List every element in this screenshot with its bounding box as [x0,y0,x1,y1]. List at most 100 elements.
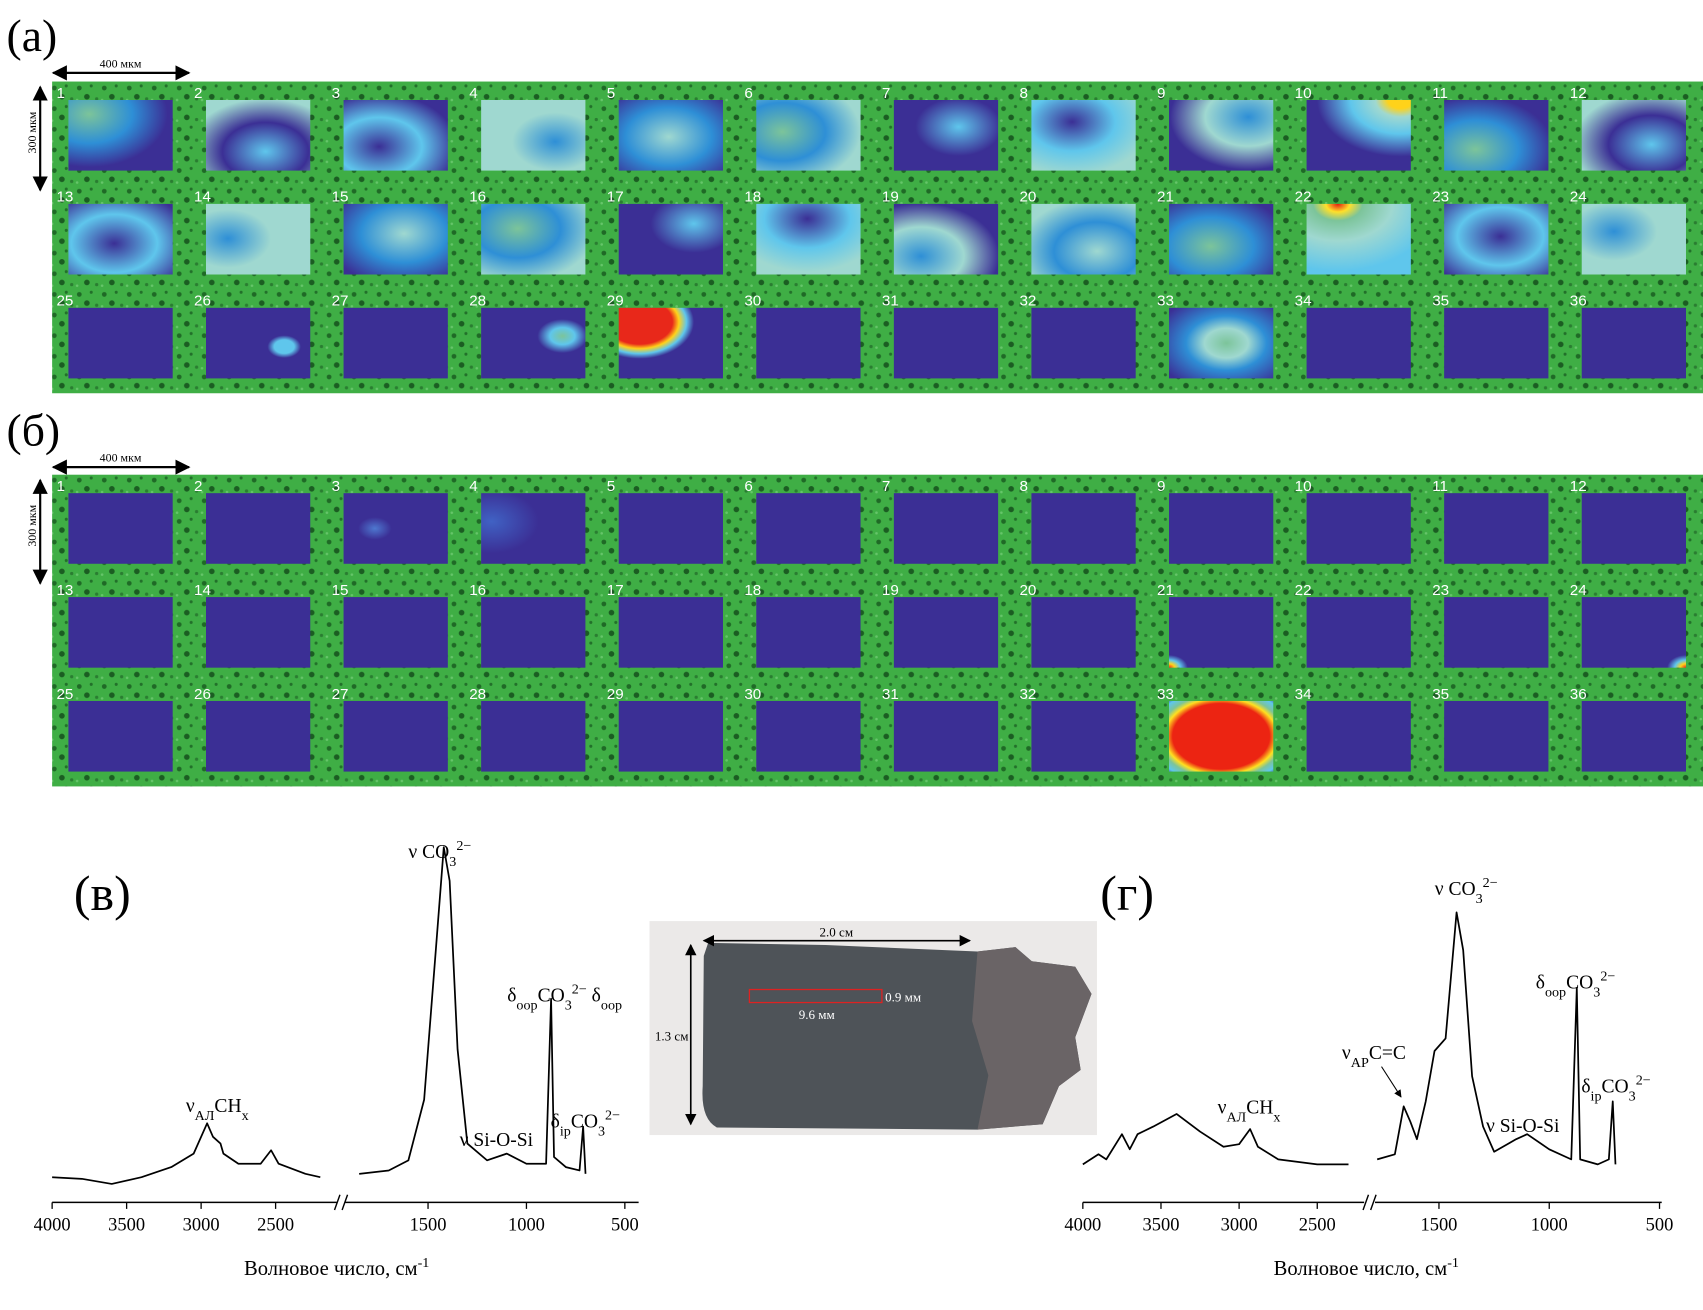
tile-number: 28 [469,293,486,310]
tile-number: 5 [607,85,615,102]
axis-break [333,1194,349,1211]
map-tile [481,493,586,564]
map-tile [1306,203,1411,275]
map-tile [1581,493,1686,564]
map-tile [1031,203,1136,275]
map-tile [205,307,311,379]
map-tile [756,203,861,275]
x-tick-label: 3000 [183,1215,220,1235]
label-part: 3 [1629,1089,1636,1105]
map-tile [618,700,723,772]
tile-number: 16 [469,582,486,599]
label-part: 2− [1636,1073,1651,1089]
label-part: CH [214,1096,241,1117]
x-tick-label: 3000 [1221,1215,1258,1235]
peak-label: νАЛCHx [186,1096,249,1124]
tile-number: 2 [194,85,202,102]
map-tile [1306,700,1411,772]
tile-number: 36 [1570,686,1587,703]
label-part: 3 [598,1123,605,1139]
tile-number: 7 [882,478,890,495]
tile-number: 25 [56,293,73,310]
tile-number: 30 [744,293,761,310]
tile-number: 33 [1157,686,1174,703]
map-tile [481,307,586,379]
peak-label: δoopCO32− [1536,968,1616,1000]
map-tile [1306,597,1411,668]
label-part: δ [551,1111,560,1132]
map-tile [1169,700,1274,772]
map-tile [343,307,448,379]
map-tile [1444,100,1549,171]
panel-label: (a) [7,10,58,61]
map-tile [1031,493,1136,564]
tile-number: 14 [194,582,211,599]
map-tile [1581,597,1686,668]
map-tile [343,493,448,564]
label-part: АЛ [1226,1109,1246,1125]
label-part: CO [1602,1077,1629,1098]
label-part: CO [538,985,565,1006]
height-label: 1.3 см [655,1029,689,1044]
map-tile [68,493,173,564]
tile-number: 18 [744,189,761,206]
x-tick-label: 2500 [1299,1215,1336,1235]
map-tile [618,100,723,171]
map-tile [756,307,861,379]
map-tile [343,203,448,275]
scale-x-label: 400 мкм [100,451,142,465]
map-tile [1031,307,1136,379]
tile-number: 17 [607,582,624,599]
map-tile [68,100,173,171]
peak-label: ν CO32− [408,838,471,870]
peak-label: ν Si-O-Si [460,1130,534,1151]
label-part: C=C [1369,1043,1406,1064]
label-part: oop [601,997,622,1013]
label-part: 3 [1593,984,1600,1000]
tile-number: 24 [1570,582,1587,599]
x-tick-label: 500 [611,1215,639,1235]
spectrum-line [359,846,587,1175]
label-part: x [1273,1109,1280,1125]
map-tile [1031,700,1136,772]
map-tile [893,100,999,171]
tile-number: 31 [882,686,899,703]
map-tile [205,700,311,772]
tile-number: 9 [1157,478,1165,495]
region-height: 0.9 мм [885,989,921,1004]
tile-number: 35 [1432,293,1449,310]
map-tile [893,493,999,564]
map-tile [68,700,173,772]
x-axis-title: Волновое число, см-1 [244,1255,429,1280]
label-part: 2− [572,981,587,997]
tile-number: 20 [1019,189,1036,206]
tile-number: 32 [1019,293,1036,310]
map-tile [481,700,586,772]
tile-number: 12 [1570,478,1587,495]
label-part: 2− [605,1107,620,1123]
tile-number: 3 [332,478,340,495]
tile-number: 8 [1019,85,1027,102]
map-tile [1169,493,1274,564]
tile-number: 11 [1432,85,1448,102]
map-tile [205,100,311,171]
peak-label: νАЛCHx [1218,1097,1281,1125]
tile-number: 10 [1295,478,1312,495]
peak-label: ν Si-O-Si [1486,1116,1560,1137]
region-box [748,988,883,1004]
spectrum-line [52,1122,321,1185]
label-part: AP [1351,1055,1369,1071]
label-part: ν [1218,1097,1227,1118]
x-tick-label: 500 [1646,1215,1674,1235]
tile-number: 27 [332,686,349,703]
tile-number: 27 [332,293,349,310]
x-tick-label: 1000 [508,1215,545,1235]
map-tile [1169,307,1274,379]
tile-number: 12 [1570,85,1587,102]
tile-number: 9 [1157,85,1165,102]
tile-number: 34 [1295,293,1312,310]
tile-number: 33 [1157,293,1174,310]
map-tile [481,597,586,668]
map-tile [618,203,723,275]
